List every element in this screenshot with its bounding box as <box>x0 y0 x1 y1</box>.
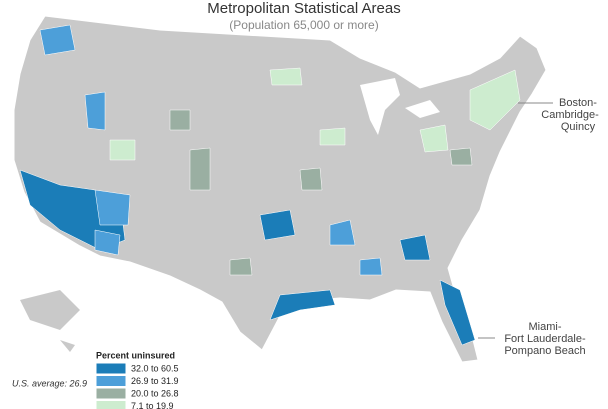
callout-line: Miami- <box>529 321 562 333</box>
legend-label: 32.0 to 60.5 <box>131 363 179 373</box>
regions <box>19 24 521 346</box>
callout-line: Fort Lauderdale- <box>504 333 586 345</box>
callout-line: Cambridge- <box>541 109 599 121</box>
callout-line: Pompano Beach <box>504 345 585 357</box>
callout-line: Boston- <box>559 97 597 109</box>
callout-line: Quincy <box>561 121 596 133</box>
subtitle: (Population 65,000 or more) <box>229 18 378 32</box>
legend-title: Percent uninsured <box>96 350 175 360</box>
legend-label: 7.1 to 19.9 <box>131 401 174 409</box>
legend-swatch <box>95 362 127 375</box>
legend-swatch <box>95 400 127 409</box>
lake <box>360 78 440 135</box>
title: Metropolitan Statistical Areas <box>207 0 400 17</box>
legend: 32.0 to 60.5 26.9 to 31.9 20.0 to 26.8 7.1 … <box>95 362 179 409</box>
legend-swatch <box>95 375 127 387</box>
legend-label: 20.0 to 26.8 <box>131 388 179 398</box>
alaska-hawaii <box>20 290 80 352</box>
us-outline <box>13 15 547 363</box>
legend-label: 26.9 to 31.9 <box>131 376 179 386</box>
note: U.S. average: 26.9 <box>12 378 87 388</box>
map <box>13 15 553 363</box>
legend-swatch <box>95 387 127 400</box>
